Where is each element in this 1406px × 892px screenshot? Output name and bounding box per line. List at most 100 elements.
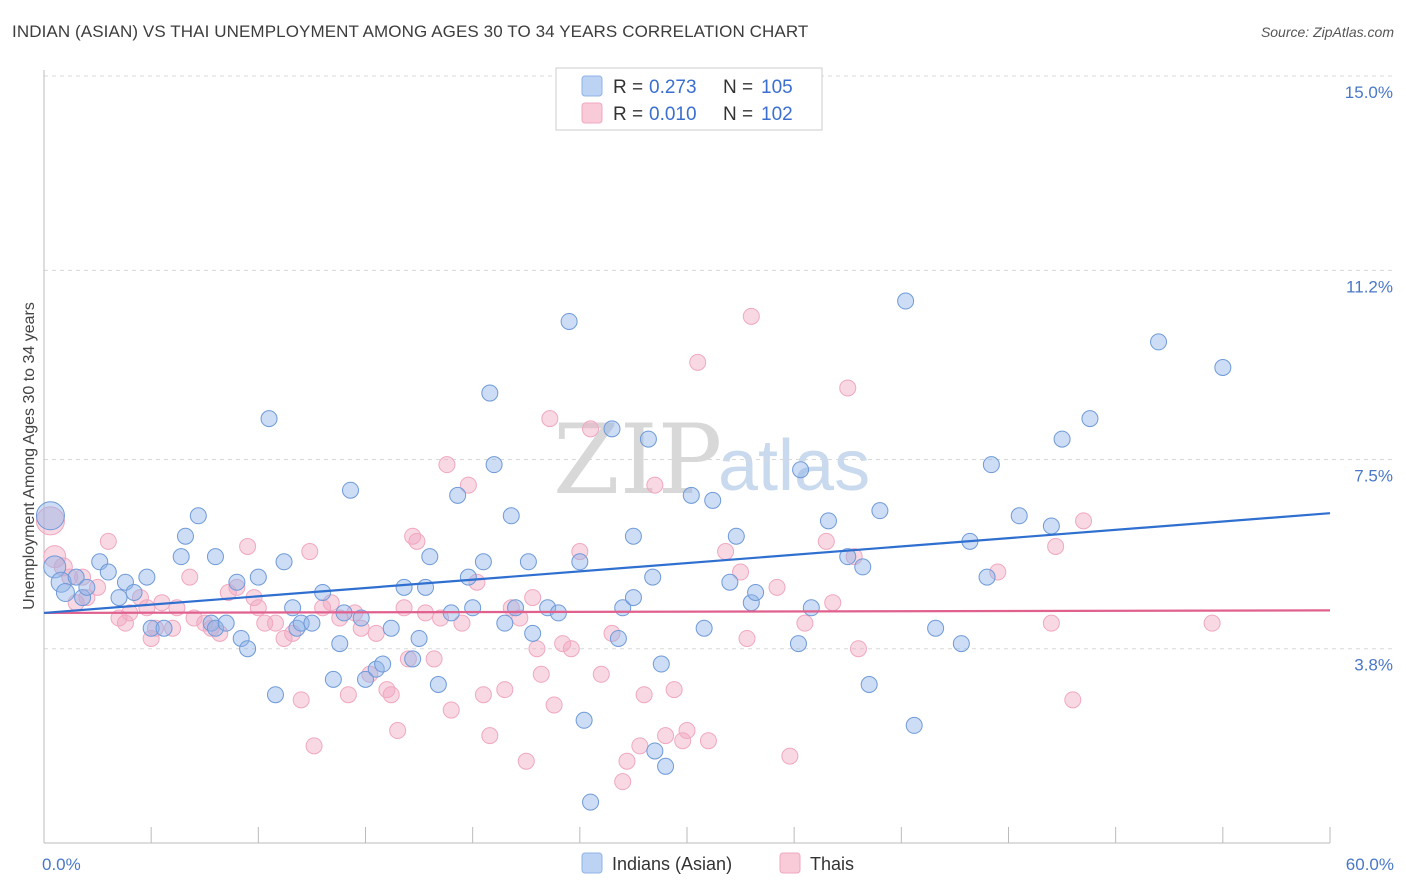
thais-point: [689, 353, 707, 371]
indians-point: [303, 614, 321, 632]
thais-point: [678, 722, 696, 740]
thais-point: [459, 476, 477, 494]
thais-point: [408, 532, 426, 550]
series-legend: Indians (Asian) Thais: [581, 852, 854, 874]
indians-point: [652, 655, 670, 673]
thais-point: [399, 650, 417, 668]
legend-swatch-indians: [581, 75, 603, 97]
thais-point: [849, 640, 867, 658]
indians-point: [624, 527, 642, 545]
thais-point: [305, 737, 323, 755]
indians-point: [125, 583, 143, 601]
indians-point: [459, 568, 477, 586]
thais-point: [352, 619, 370, 637]
indians-point: [1081, 410, 1099, 428]
series-thais-points: [35, 307, 1221, 791]
indians-point: [464, 599, 482, 617]
thais-point: [425, 650, 443, 668]
indians-point: [99, 563, 117, 581]
indians-point: [206, 548, 224, 566]
indians-point: [429, 675, 447, 693]
thais-point: [474, 686, 492, 704]
thais-point: [738, 629, 756, 647]
indians-point: [978, 568, 996, 586]
indians-point: [819, 512, 837, 530]
indians-point: [417, 578, 435, 596]
thais-point: [202, 619, 220, 637]
bottom-legend-swatch-indians: [581, 852, 603, 874]
thais-point: [554, 635, 572, 653]
y-tick-label-2: 11.2%: [1346, 277, 1393, 296]
thais-point: [571, 543, 589, 561]
thais-point: [292, 691, 310, 709]
indians-point: [657, 757, 675, 775]
correlation-legend: R = 0.273 N = 105 R = 0.010 N = 102: [555, 67, 823, 131]
y-tick-label-1: 7.5%: [1354, 467, 1393, 486]
indians-point: [682, 486, 700, 504]
thais-point: [185, 609, 203, 627]
thais-point: [389, 722, 407, 740]
bottom-legend-label-indians: Indians (Asian): [612, 854, 732, 874]
thais-point: [717, 543, 735, 561]
thais-point: [541, 410, 559, 428]
x-tick-label-max: 60.0%: [1346, 855, 1394, 874]
indians-point: [395, 578, 413, 596]
thais-point: [339, 686, 357, 704]
indians-point: [341, 481, 359, 499]
indians-point: [275, 553, 293, 571]
indians-point: [792, 461, 810, 479]
indians-point: [35, 501, 65, 531]
thais-point: [228, 578, 246, 596]
indians-point: [624, 589, 642, 607]
indians-point: [727, 527, 745, 545]
indians-point: [695, 619, 713, 637]
indians-point: [524, 624, 542, 642]
thais-point: [266, 614, 284, 632]
thais-point: [382, 686, 400, 704]
y-axis-label: Unemployment Among Ages 30 to 34 years: [21, 302, 38, 610]
indians-point: [560, 312, 578, 330]
indians-point: [206, 619, 224, 637]
indians-point: [410, 629, 428, 647]
indians-point: [352, 609, 370, 627]
indians-point: [189, 507, 207, 525]
indians-point: [952, 635, 970, 653]
thais-point: [582, 420, 600, 438]
legend-n-value-thais: 102: [761, 104, 793, 125]
thais-point: [657, 727, 675, 745]
indians-point: [67, 568, 85, 586]
indians-point: [266, 686, 284, 704]
legend-n-label-thais: N =: [723, 104, 753, 125]
indians-point: [331, 635, 349, 653]
indians-point: [228, 573, 246, 591]
trend-line-thais: [43, 609, 1331, 615]
indians-point: [802, 599, 820, 617]
thais-point: [453, 614, 471, 632]
indians-point: [721, 573, 739, 591]
y-tick-labels: 3.8% 7.5% 11.2% 15.0%: [1345, 83, 1393, 675]
thais-point: [781, 747, 799, 765]
thais-point: [614, 773, 632, 791]
indians-point: [78, 578, 96, 596]
x-axis-ticks: [43, 827, 1331, 843]
thais-point: [1203, 614, 1221, 632]
indians-point: [575, 711, 593, 729]
thais-point: [275, 629, 293, 647]
thais-point: [592, 665, 610, 683]
thais-point: [164, 619, 182, 637]
thais-point: [618, 752, 636, 770]
legend-r-label-thais: R =: [613, 104, 643, 125]
thais-point: [181, 568, 199, 586]
indians-point: [571, 553, 589, 571]
legend-swatch-thais: [581, 102, 603, 124]
thais-point: [989, 563, 1007, 581]
indians-point: [1214, 358, 1232, 376]
thais-point: [665, 681, 683, 699]
indians-point: [232, 629, 250, 647]
series-indians-points: [35, 292, 1232, 811]
thais-point: [817, 532, 835, 550]
thais-point: [146, 619, 164, 637]
x-tick-label-min: 0.0%: [42, 855, 81, 874]
indians-point: [854, 558, 872, 576]
indians-point: [502, 507, 520, 525]
